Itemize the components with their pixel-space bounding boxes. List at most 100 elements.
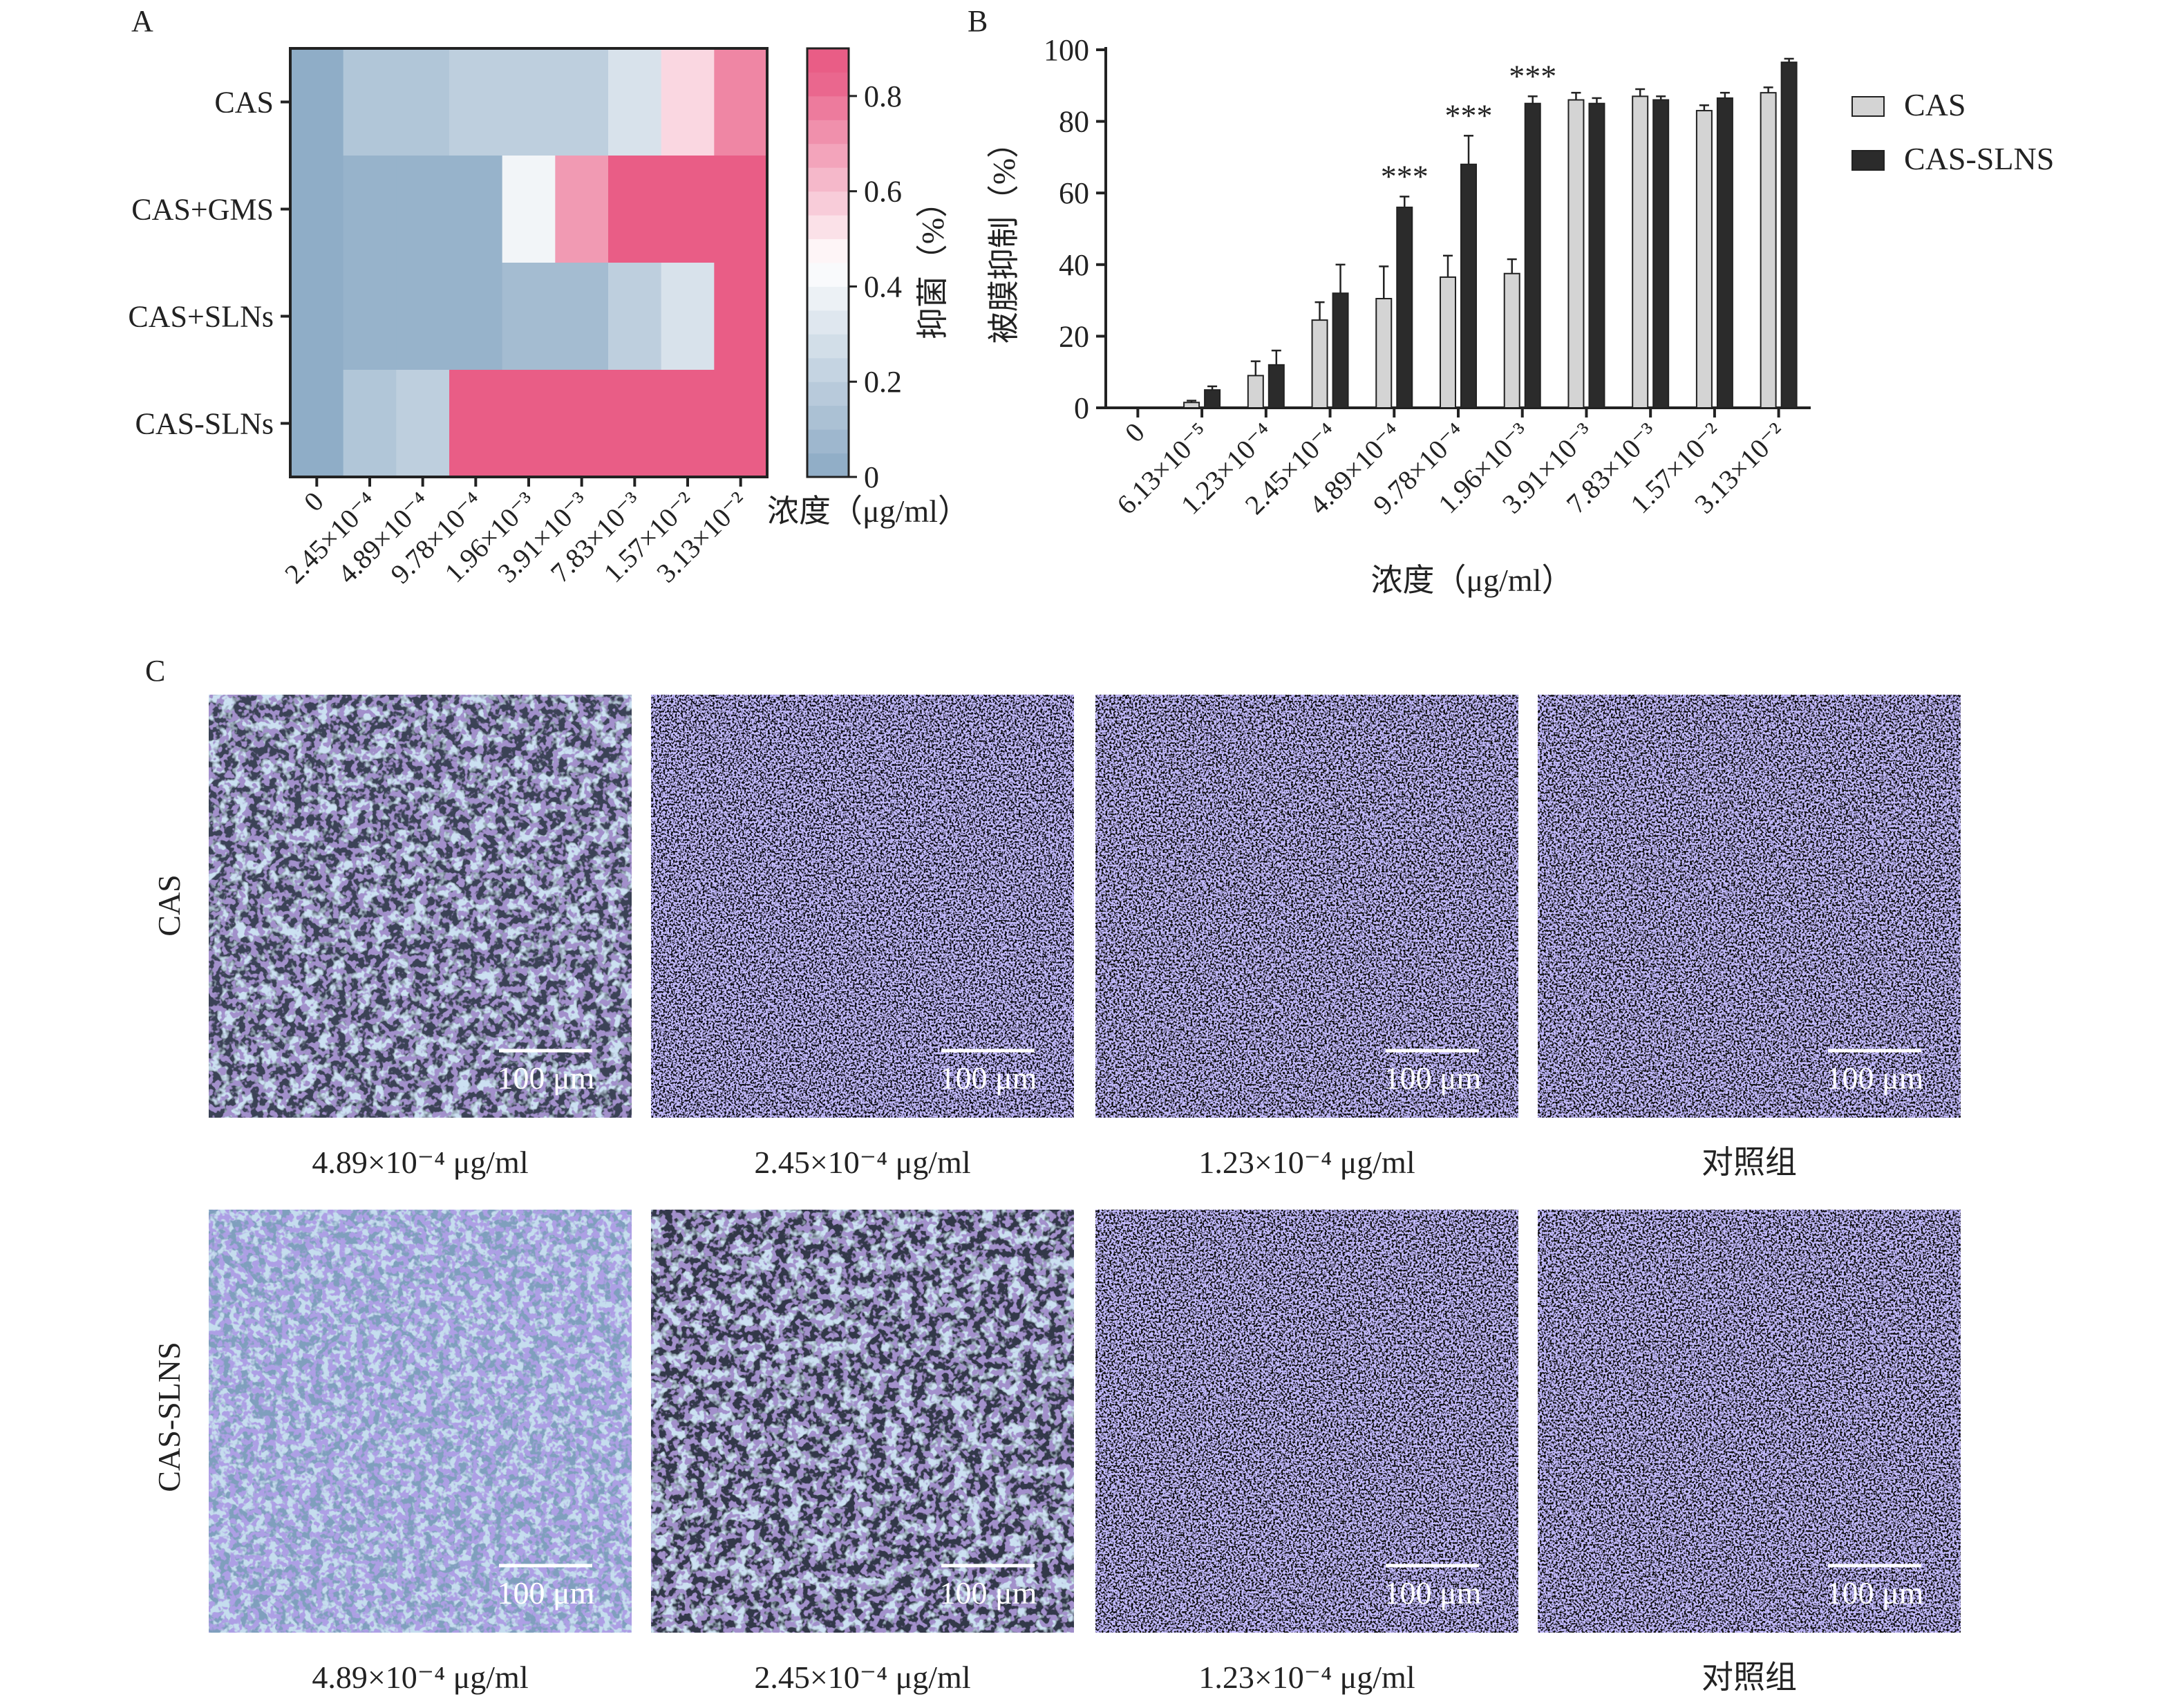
heatmap-cell (449, 156, 503, 263)
micrograph-image (651, 695, 1074, 1118)
colorbar-step (807, 263, 849, 287)
bar-cas-slns (1780, 62, 1798, 409)
bar-cas (1632, 95, 1649, 409)
bar-y-tick-label: 80 (1059, 105, 1089, 139)
bar-cas-slns (1267, 364, 1285, 409)
heatmap-cell (555, 156, 609, 263)
heatmap-cell (661, 48, 715, 156)
bar-y-axis: 0 20 40 60 80 100 (1044, 33, 1811, 425)
micrograph-image (1095, 695, 1518, 1118)
micrograph: 100 μm 2.45×10⁻⁴ μg/ml (651, 695, 1074, 1180)
heatmap-cell (396, 370, 450, 478)
colorbar-tick-label: 0.4 (864, 270, 902, 303)
bar-cas-slns (1332, 292, 1349, 409)
colorbar-step (807, 95, 849, 120)
colorbar-step (807, 405, 849, 430)
bar-cas-slns (1652, 99, 1670, 409)
panel-label-a: A (131, 4, 153, 38)
heatmap-cell (555, 48, 609, 156)
scale-bar-label: 100 μm (1384, 1060, 1482, 1096)
colorbar-step (807, 120, 849, 144)
heatmap-cell (661, 370, 715, 478)
heatmap-cell (343, 263, 397, 370)
colorbar-step (807, 286, 849, 311)
scale-bar-label: 100 μm (940, 1575, 1037, 1611)
legend-label-cas: CAS (1904, 87, 1966, 122)
heatmap-cell (608, 48, 662, 156)
micrograph: 100 μm 4.89×10⁻⁴ μg/ml (209, 1210, 632, 1695)
heatmap-row-label: CAS+SLNs (128, 300, 274, 334)
heatmap-cell (343, 48, 397, 156)
bar-y-tick-label: 100 (1044, 33, 1089, 67)
heatmap-cell (449, 263, 503, 370)
heatmap-row-label: CAS (214, 86, 274, 120)
bar-cas (1311, 319, 1328, 409)
heatmap-cell (290, 48, 344, 156)
bar-cas (1567, 99, 1585, 409)
micrograph-image (209, 1210, 632, 1633)
heatmap-cell (661, 156, 715, 263)
significance-marker: *** (1445, 97, 1493, 133)
colorbar-step (807, 167, 849, 192)
heatmap-cell (343, 156, 397, 263)
scale-bar-label: 100 μm (1827, 1060, 1924, 1096)
panel-label-c: C (145, 654, 165, 688)
bar-y-axis-label: 被膜抑制（%） (986, 126, 1021, 344)
micrograph-caption: 4.89×10⁻⁴ μg/ml (312, 1660, 528, 1695)
micrograph-image (651, 1210, 1074, 1633)
micrograph: 100 μm 对照组 (1538, 695, 1961, 1180)
legend-swatch-cas-slns (1851, 150, 1885, 171)
bar-y-tick-label: 20 (1059, 319, 1089, 353)
scale-bar-label: 100 μm (498, 1575, 595, 1611)
bar-cas-slns (1396, 206, 1413, 409)
heatmap-cell (608, 263, 662, 370)
heatmap-cell (714, 48, 768, 156)
colorbar-step (807, 72, 849, 97)
heatmap-cell (608, 156, 662, 263)
colorbar-step (807, 429, 849, 454)
micrograph-caption: 对照组 (1702, 1145, 1797, 1180)
colorbar-tick-label: 0 (864, 460, 879, 494)
heatmap-cell (555, 370, 609, 478)
heatmap-cell (661, 263, 715, 370)
heatmap-column-labels: 02.45×10⁻⁴4.89×10⁻⁴9.78×10⁻⁴1.96×10⁻³3.9… (279, 477, 753, 590)
heatmap-cell (502, 48, 556, 156)
heatmap-cell (502, 263, 556, 370)
micrograph-caption: 2.45×10⁻⁴ μg/ml (754, 1660, 970, 1695)
heatmap-cell (396, 263, 450, 370)
colorbar-tick-label: 0.8 (864, 79, 902, 113)
heatmap-colorbar-title: 抑菌（%） (915, 186, 950, 339)
micrograph: 100 μm 2.45×10⁻⁴ μg/ml (651, 1210, 1074, 1695)
bar-y-tick-label: 60 (1059, 176, 1089, 210)
bar-cas-slns (1588, 102, 1605, 409)
colorbar-step (807, 453, 849, 478)
bar-cas (1695, 110, 1713, 409)
bar-x-tick-labels: 06.13×10⁻⁵1.23×10⁻⁴2.45×10⁻⁴4.89×10⁻⁴9.7… (1111, 408, 1791, 520)
bar-cas-slns (1716, 97, 1733, 409)
colorbar-frame (806, 47, 850, 478)
scale-bar-label: 100 μm (498, 1060, 595, 1096)
heatmap-chart: CAS CAS+GMS CAS+SLNs CAS-SLNs 02.45×10⁻⁴4.8… (128, 47, 970, 590)
micrograph-caption: 1.23×10⁻⁴ μg/ml (1198, 1145, 1415, 1180)
heatmap-cell (449, 370, 503, 478)
heatmap-cell (290, 370, 344, 478)
significance-marker: *** (1509, 58, 1556, 93)
bar-cas (1375, 298, 1393, 409)
heatmap-row-label: CAS+GMS (131, 193, 274, 227)
micrograph-caption: 4.89×10⁻⁴ μg/ml (312, 1145, 528, 1180)
bar-cas (1503, 272, 1520, 409)
micrograph: 100 μm 1.23×10⁻⁴ μg/ml (1095, 1210, 1518, 1695)
micrograph-caption: 2.45×10⁻⁴ μg/ml (754, 1145, 970, 1180)
micrograph-caption: 1.23×10⁻⁴ μg/ml (1198, 1660, 1415, 1695)
micrograph-row-label-1: CAS (151, 874, 187, 936)
heatmap-cells (290, 48, 768, 478)
micrograph-caption: 对照组 (1702, 1660, 1797, 1695)
bar-cas (1183, 402, 1200, 409)
bar-cas-slns (1460, 163, 1477, 409)
colorbar-step (807, 334, 849, 359)
heatmap-cell (502, 156, 556, 263)
heatmap-cell (555, 263, 609, 370)
scale-bar-label: 100 μm (940, 1060, 1037, 1096)
panel-label-b: B (968, 4, 988, 38)
